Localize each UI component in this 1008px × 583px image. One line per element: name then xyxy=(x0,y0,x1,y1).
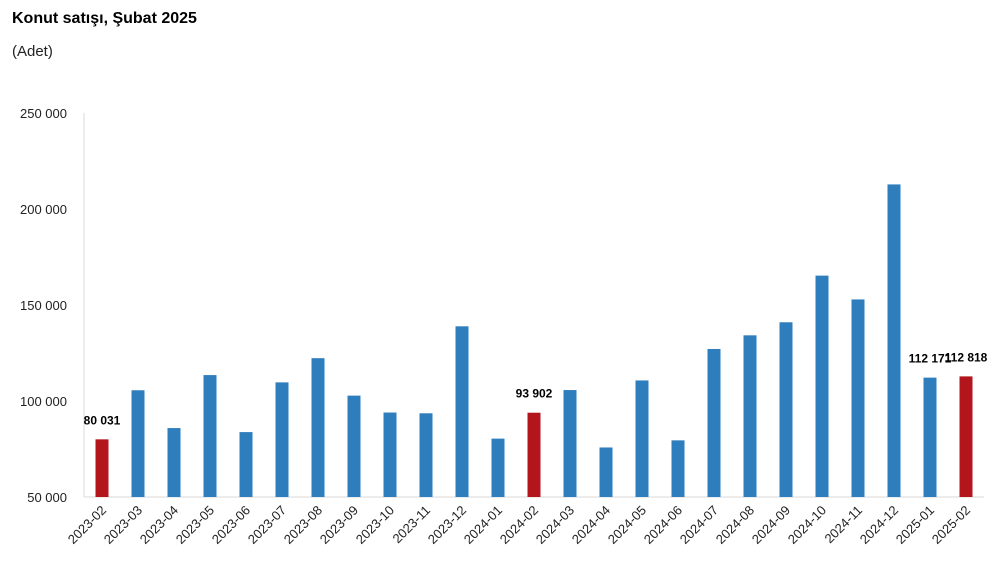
x-tick-label: 2023-05 xyxy=(173,503,217,547)
bar-2023-07 xyxy=(275,382,289,497)
bar-2024-05 xyxy=(635,380,649,497)
x-tick-label: 2024-06 xyxy=(641,503,685,547)
x-tick-label: 2024-10 xyxy=(785,503,829,547)
x-tick-label: 2023-04 xyxy=(137,503,181,547)
y-tick-label: 250 000 xyxy=(20,106,67,121)
data-label: 112 818 xyxy=(945,350,988,364)
bar-2024-07 xyxy=(707,348,721,497)
x-tick-label: 2023-09 xyxy=(317,503,361,547)
bar-2023-09 xyxy=(347,395,361,497)
x-tick-label: 2023-07 xyxy=(245,503,289,547)
bar-2025-02 xyxy=(959,376,973,497)
x-tick-label: 2024-05 xyxy=(605,503,649,547)
bar-2023-02 xyxy=(95,439,109,497)
bar-2024-06 xyxy=(671,440,685,497)
data-label: 80 031 xyxy=(84,413,121,427)
bar-2024-03 xyxy=(563,390,577,497)
bar-2023-06 xyxy=(239,432,253,497)
data-label: 93 902 xyxy=(516,387,553,401)
x-tick-label: 2024-03 xyxy=(533,503,577,547)
bar-2023-08 xyxy=(311,358,325,497)
x-tick-label: 2024-07 xyxy=(677,503,721,547)
x-tick-label: 2025-01 xyxy=(893,503,937,547)
x-tick-label: 2023-11 xyxy=(389,503,433,547)
bar-2023-04 xyxy=(167,428,181,497)
bar-2024-01 xyxy=(491,438,505,497)
x-tick-label: 2024-02 xyxy=(497,503,541,547)
x-tick-label: 2024-04 xyxy=(569,503,613,547)
bar-2024-04 xyxy=(599,447,613,497)
x-tick-label: 2024-11 xyxy=(821,503,865,547)
x-tick-label: 2024-01 xyxy=(461,503,505,547)
bar-2024-08 xyxy=(743,335,757,497)
bar-2024-10 xyxy=(815,275,829,497)
bar-2024-09 xyxy=(779,322,793,497)
x-tick-label: 2025-02 xyxy=(929,503,973,547)
x-tick-label: 2023-10 xyxy=(353,503,397,547)
x-tick-label: 2023-12 xyxy=(425,503,469,547)
chart-title: Konut satışı, Şubat 2025 xyxy=(12,10,197,27)
data-label: 112 171 xyxy=(909,352,952,366)
x-tick-label: 2024-12 xyxy=(857,503,901,547)
y-tick-label: 100 000 xyxy=(20,394,67,409)
x-tick-label: 2023-08 xyxy=(281,503,325,547)
x-tick-label: 2023-06 xyxy=(209,503,253,547)
bar-2023-12 xyxy=(455,326,469,497)
bar-2025-01 xyxy=(923,377,937,497)
bar-2023-11 xyxy=(419,413,433,497)
bar-2024-12 xyxy=(887,184,901,497)
x-tick-label: 2023-03 xyxy=(101,503,145,547)
bar-2023-05 xyxy=(203,375,217,497)
y-tick-label: 150 000 xyxy=(20,298,67,313)
x-tick-label: 2024-08 xyxy=(713,503,757,547)
x-tick-label: 2024-09 xyxy=(749,503,793,547)
bar-2024-02 xyxy=(527,412,541,497)
bar-2024-11 xyxy=(851,299,865,497)
bar-2023-10 xyxy=(383,412,397,497)
y-tick-label: 50 000 xyxy=(27,490,67,505)
x-tick-label: 2023-02 xyxy=(65,503,109,547)
chart-subtitle: (Adet) xyxy=(12,43,53,60)
bar-2023-03 xyxy=(131,390,145,497)
y-tick-label: 200 000 xyxy=(20,202,67,217)
